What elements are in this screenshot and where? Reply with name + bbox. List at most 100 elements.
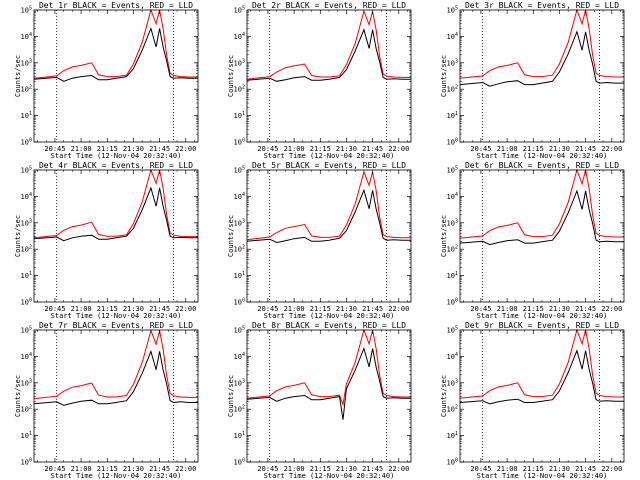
x-tick-label: 22:00: [601, 305, 622, 313]
x-tick-label: 22:00: [388, 305, 409, 313]
y-tick-label: 102: [21, 245, 32, 254]
y-tick-label: 101: [21, 431, 32, 440]
x-tick-label: 21:00: [71, 145, 92, 153]
detector-panel-3: Det 3r BLACK = Events, RED = LLD 100 101 10…: [426, 0, 639, 160]
y-tick-label: 102: [234, 245, 245, 254]
series-line-lld: [246, 328, 411, 407]
chart-title: Det 3r BLACK = Events, RED = LLD: [465, 1, 619, 10]
chart-svg: Det 5r BLACK = Events, RED = LLD 100 101 10…: [227, 161, 412, 320]
x-axis-label: Start Time (12-Nov-04 20:32:40): [477, 312, 608, 320]
y-tick-label: 100: [21, 138, 32, 147]
y-tick-label: 101: [447, 111, 458, 120]
y-tick-label: 105: [21, 166, 32, 175]
series-line-events: [459, 30, 624, 87]
y-tick-label: 103: [21, 378, 32, 387]
y-tick-label: 103: [21, 58, 32, 67]
y-tick-label: 100: [447, 298, 458, 307]
detector-panel-1: Det 1r BLACK = Events, RED = LLD 100 101 10…: [0, 0, 213, 160]
y-tick-label: 102: [21, 85, 32, 94]
y-tick-label: 102: [447, 85, 458, 94]
y-tick-label: 103: [447, 218, 458, 227]
series-line-lld: [459, 8, 624, 79]
chart-svg: Det 1r BLACK = Events, RED = LLD 100 101 10…: [14, 1, 199, 160]
x-tick-label: 21:00: [497, 145, 518, 153]
chart-svg: Det 7r BLACK = Events, RED = LLD 100 101 10…: [14, 321, 199, 480]
y-tick-label: 105: [234, 326, 245, 335]
y-tick-label: 104: [447, 352, 458, 361]
y-axis-label: Counts/sec: [227, 55, 235, 97]
y-tick-label: 100: [21, 298, 32, 307]
series-line-lld: [246, 170, 411, 241]
chart-title: Det 4r BLACK = Events, RED = LLD: [39, 161, 193, 170]
x-tick-label: 21:30: [123, 465, 144, 473]
series-line-events: [33, 349, 198, 406]
x-tick-label: 20:45: [44, 305, 65, 313]
y-tick-label: 100: [234, 138, 245, 147]
x-tick-label: 22:00: [388, 145, 409, 153]
chart-title: Det 8r BLACK = Events, RED = LLD: [252, 321, 406, 330]
x-tick-label: 21:45: [575, 305, 596, 313]
detector-panel-5: Det 5r BLACK = Events, RED = LLD 100 101 10…: [213, 160, 426, 320]
x-axis-label: Start Time (12-Nov-04 20:32:40): [477, 472, 608, 480]
x-tick-label: 22:00: [175, 145, 196, 153]
y-tick-label: 105: [234, 166, 245, 175]
y-tick-label: 105: [447, 6, 458, 15]
y-tick-label: 105: [447, 326, 458, 335]
y-axis-label: Counts/sec: [14, 215, 22, 257]
chart-svg: Det 9r BLACK = Events, RED = LLD 100 101 10…: [440, 321, 625, 480]
y-tick-label: 104: [447, 192, 458, 201]
x-tick-label: 21:30: [549, 305, 570, 313]
series-line-events: [246, 346, 411, 420]
x-tick-label: 21:15: [310, 465, 331, 473]
y-axis-label: Counts/sec: [440, 375, 448, 417]
detector-panel-6: Det 6r BLACK = Events, RED = LLD 100 101 10…: [426, 160, 639, 320]
y-tick-label: 105: [447, 166, 458, 175]
y-tick-label: 105: [21, 326, 32, 335]
y-tick-label: 104: [234, 192, 245, 201]
x-tick-label: 22:00: [175, 465, 196, 473]
y-tick-label: 100: [234, 298, 245, 307]
series-line-events: [459, 349, 624, 405]
chart-svg: Det 2r BLACK = Events, RED = LLD 100 101 10…: [227, 1, 412, 160]
x-tick-label: 21:00: [71, 305, 92, 313]
series-line-events: [459, 189, 624, 246]
x-tick-label: 21:00: [284, 465, 305, 473]
x-tick-label: 22:00: [175, 305, 196, 313]
y-tick-label: 101: [234, 111, 245, 120]
y-tick-label: 103: [447, 378, 458, 387]
x-tick-label: 21:30: [123, 145, 144, 153]
chart-svg: Det 4r BLACK = Events, RED = LLD 100 101 10…: [14, 161, 199, 320]
y-tick-label: 105: [21, 6, 32, 15]
x-tick-label: 21:15: [97, 305, 118, 313]
y-tick-label: 104: [21, 32, 32, 41]
x-tick-label: 20:45: [470, 305, 491, 313]
x-axis-label: Start Time (12-Nov-04 20:32:40): [264, 472, 395, 480]
x-axis-label: Start Time (12-Nov-04 20:32:40): [477, 152, 608, 160]
series-line-events: [33, 26, 198, 82]
y-tick-label: 101: [21, 271, 32, 280]
x-tick-label: 22:00: [388, 465, 409, 473]
x-tick-label: 21:30: [336, 465, 357, 473]
y-tick-label: 100: [447, 458, 458, 467]
x-tick-label: 21:15: [97, 465, 118, 473]
x-axis-label: Start Time (12-Nov-04 20:32:40): [264, 312, 395, 320]
detector-panel-4: Det 4r BLACK = Events, RED = LLD 100 101 10…: [0, 160, 213, 320]
x-tick-label: 20:45: [257, 305, 278, 313]
chart-title: Det 9r BLACK = Events, RED = LLD: [465, 321, 619, 330]
x-tick-label: 21:00: [497, 465, 518, 473]
y-tick-label: 100: [21, 458, 32, 467]
chart-svg: Det 6r BLACK = Events, RED = LLD 100 101 10…: [440, 161, 625, 320]
x-tick-label: 21:45: [149, 465, 170, 473]
x-tick-label: 21:15: [523, 305, 544, 313]
x-tick-label: 21:00: [284, 145, 305, 153]
x-tick-label: 20:45: [44, 465, 65, 473]
detector-panel-7: Det 7r BLACK = Events, RED = LLD 100 101 10…: [0, 320, 213, 480]
x-tick-label: 21:45: [575, 465, 596, 473]
chart-title: Det 5r BLACK = Events, RED = LLD: [252, 161, 406, 170]
y-axis-label: Counts/sec: [14, 375, 22, 417]
x-tick-label: 21:45: [362, 145, 383, 153]
x-tick-label: 21:15: [310, 305, 331, 313]
y-tick-label: 104: [234, 32, 245, 41]
detector-panel-9: Det 9r BLACK = Events, RED = LLD 100 101 10…: [426, 320, 639, 480]
series-line-events: [246, 188, 411, 244]
